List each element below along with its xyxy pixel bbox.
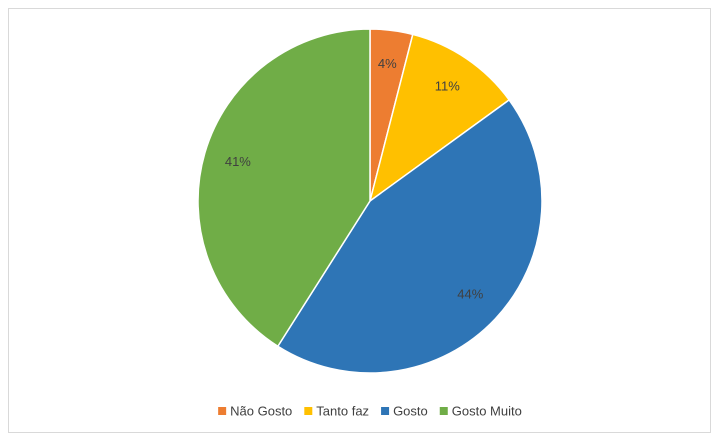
pie-slice	[276, 98, 543, 374]
legend-label: Não Gosto	[230, 403, 292, 418]
legend-swatch	[439, 407, 448, 415]
legend-label: Tanto faz	[316, 403, 369, 418]
legend-swatch	[304, 407, 313, 415]
pie-slice	[368, 33, 511, 203]
legend-label: Gosto	[393, 403, 428, 418]
data-label: 11%	[435, 79, 460, 94]
legend-label: Gosto Muito	[452, 403, 522, 418]
pie-slice	[197, 28, 371, 348]
legend-swatch	[218, 407, 227, 415]
data-label: 44%	[457, 287, 483, 302]
legend-swatch	[381, 407, 390, 415]
data-label: 41%	[225, 154, 251, 169]
data-label: 4%	[378, 56, 397, 71]
